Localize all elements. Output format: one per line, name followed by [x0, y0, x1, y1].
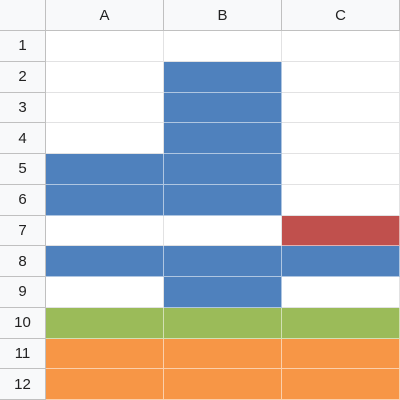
cell-b11[interactable] [164, 338, 282, 370]
cell-c3[interactable] [282, 92, 400, 124]
cell-c11[interactable] [282, 338, 400, 370]
row-header-10[interactable]: 10 [0, 307, 46, 339]
cell-c1[interactable] [282, 31, 400, 62]
cell-a7[interactable] [46, 215, 164, 247]
cell-a11[interactable] [46, 338, 164, 370]
cell-a6[interactable] [46, 184, 164, 216]
row-header-5[interactable]: 5 [0, 154, 46, 185]
cell-a9[interactable] [46, 277, 164, 308]
cell-b1[interactable] [164, 31, 282, 62]
cell-b12[interactable] [164, 369, 282, 400]
column-header-c[interactable]: C [282, 0, 400, 31]
cell-a8[interactable] [46, 246, 164, 277]
cell-b2[interactable] [164, 61, 282, 93]
row-header-11[interactable]: 11 [0, 338, 46, 370]
select-all-corner[interactable] [0, 0, 46, 31]
row-header-1[interactable]: 1 [0, 31, 46, 62]
cell-b6[interactable] [164, 184, 282, 216]
cell-a5[interactable] [46, 154, 164, 185]
cell-c10[interactable] [282, 307, 400, 339]
cell-c8[interactable] [282, 246, 400, 277]
cell-c7[interactable] [282, 215, 400, 247]
cell-b9[interactable] [164, 277, 282, 308]
cell-a12[interactable] [46, 369, 164, 400]
cell-c5[interactable] [282, 154, 400, 185]
row-header-7[interactable]: 7 [0, 215, 46, 247]
cell-c12[interactable] [282, 369, 400, 400]
row-header-2[interactable]: 2 [0, 61, 46, 93]
cell-c9[interactable] [282, 277, 400, 308]
cell-b7[interactable] [164, 215, 282, 247]
cell-b5[interactable] [164, 154, 282, 185]
row-header-3[interactable]: 3 [0, 92, 46, 124]
cell-a3[interactable] [46, 92, 164, 124]
cell-c2[interactable] [282, 61, 400, 93]
cell-b8[interactable] [164, 246, 282, 277]
row-header-4[interactable]: 4 [0, 123, 46, 154]
cell-a4[interactable] [46, 123, 164, 154]
cell-a2[interactable] [46, 61, 164, 93]
cell-b3[interactable] [164, 92, 282, 124]
cell-a1[interactable] [46, 31, 164, 62]
row-header-9[interactable]: 9 [0, 277, 46, 308]
cell-c6[interactable] [282, 184, 400, 216]
cell-b4[interactable] [164, 123, 282, 154]
row-header-12[interactable]: 12 [0, 369, 46, 400]
row-header-8[interactable]: 8 [0, 246, 46, 277]
cell-b10[interactable] [164, 307, 282, 339]
column-header-b[interactable]: B [164, 0, 282, 31]
cell-c4[interactable] [282, 123, 400, 154]
column-header-a[interactable]: A [46, 0, 164, 31]
cell-a10[interactable] [46, 307, 164, 339]
row-header-6[interactable]: 6 [0, 184, 46, 216]
